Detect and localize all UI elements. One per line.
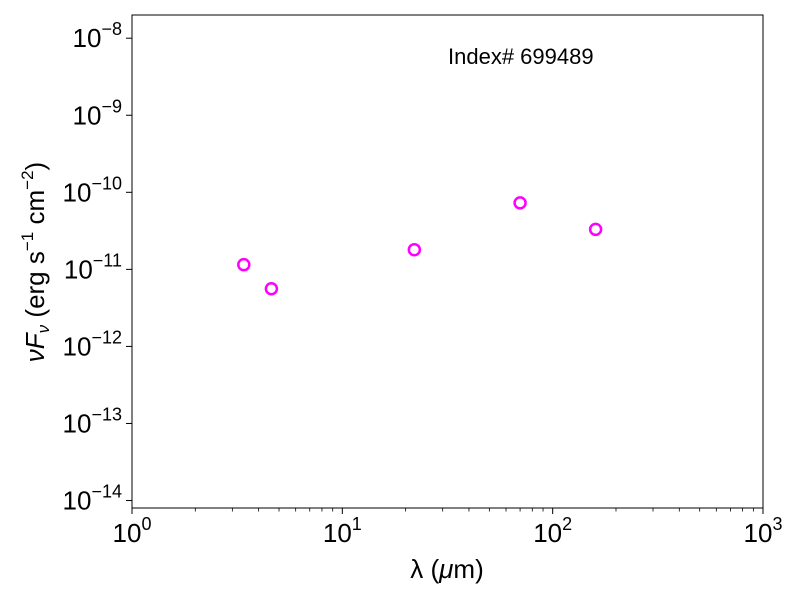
y-tick-label: 10−9 — [73, 96, 122, 130]
y-tick-label: 10−8 — [73, 19, 122, 53]
x-tick-label: 101 — [323, 514, 362, 548]
data-point — [264, 282, 279, 296]
data-point — [588, 222, 603, 237]
x-tick-label: 103 — [744, 514, 783, 548]
data-point — [237, 257, 251, 272]
data-series — [237, 196, 603, 296]
data-point — [407, 242, 422, 257]
x-tick-label: 102 — [533, 514, 572, 548]
annotation-index: Index# 699489 — [448, 44, 594, 69]
plot-area — [131, 14, 764, 509]
y-axis-label: νFν (erg s−1 cm−2) — [18, 162, 53, 362]
y-tick-label: 10−13 — [63, 404, 122, 438]
y-tick-label: 10−14 — [63, 482, 122, 516]
x-axis: 100 101 102 103 — [113, 508, 783, 548]
y-axis: 10−14 10−13 10−12 10−11 10−10 10−9 10−8 — [63, 19, 132, 516]
y-tick-label: 10−10 — [63, 173, 122, 207]
x-tick-label: 100 — [113, 514, 152, 548]
data-point — [513, 196, 527, 210]
y-tick-label: 10−12 — [63, 327, 122, 361]
x-axis-label: λ (μm) — [410, 554, 483, 584]
y-tick-label: 10−11 — [64, 250, 122, 284]
